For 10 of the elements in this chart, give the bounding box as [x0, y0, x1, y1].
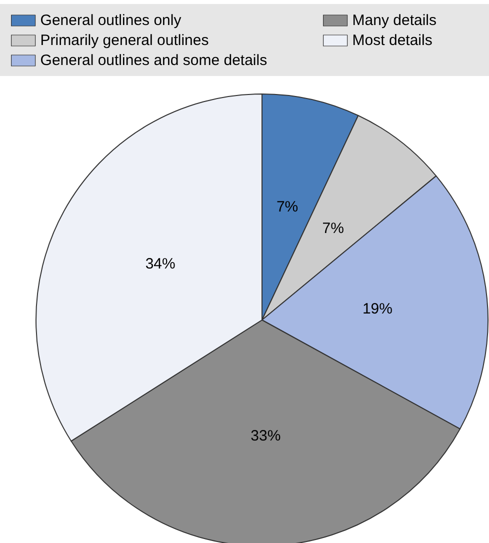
- data-label: 33%: [250, 427, 281, 444]
- legend-label: Most details: [352, 32, 432, 49]
- legend-label: Primarily general outlines: [40, 32, 209, 49]
- data-label: 19%: [362, 300, 392, 318]
- legend-label: General outlines only: [40, 12, 182, 29]
- data-label: 34%: [145, 256, 176, 273]
- legend-label: Many details: [352, 12, 437, 29]
- data-label: 7%: [322, 220, 344, 237]
- legend-label: General outlines and some details: [40, 52, 268, 69]
- data-label: 7%: [276, 198, 298, 216]
